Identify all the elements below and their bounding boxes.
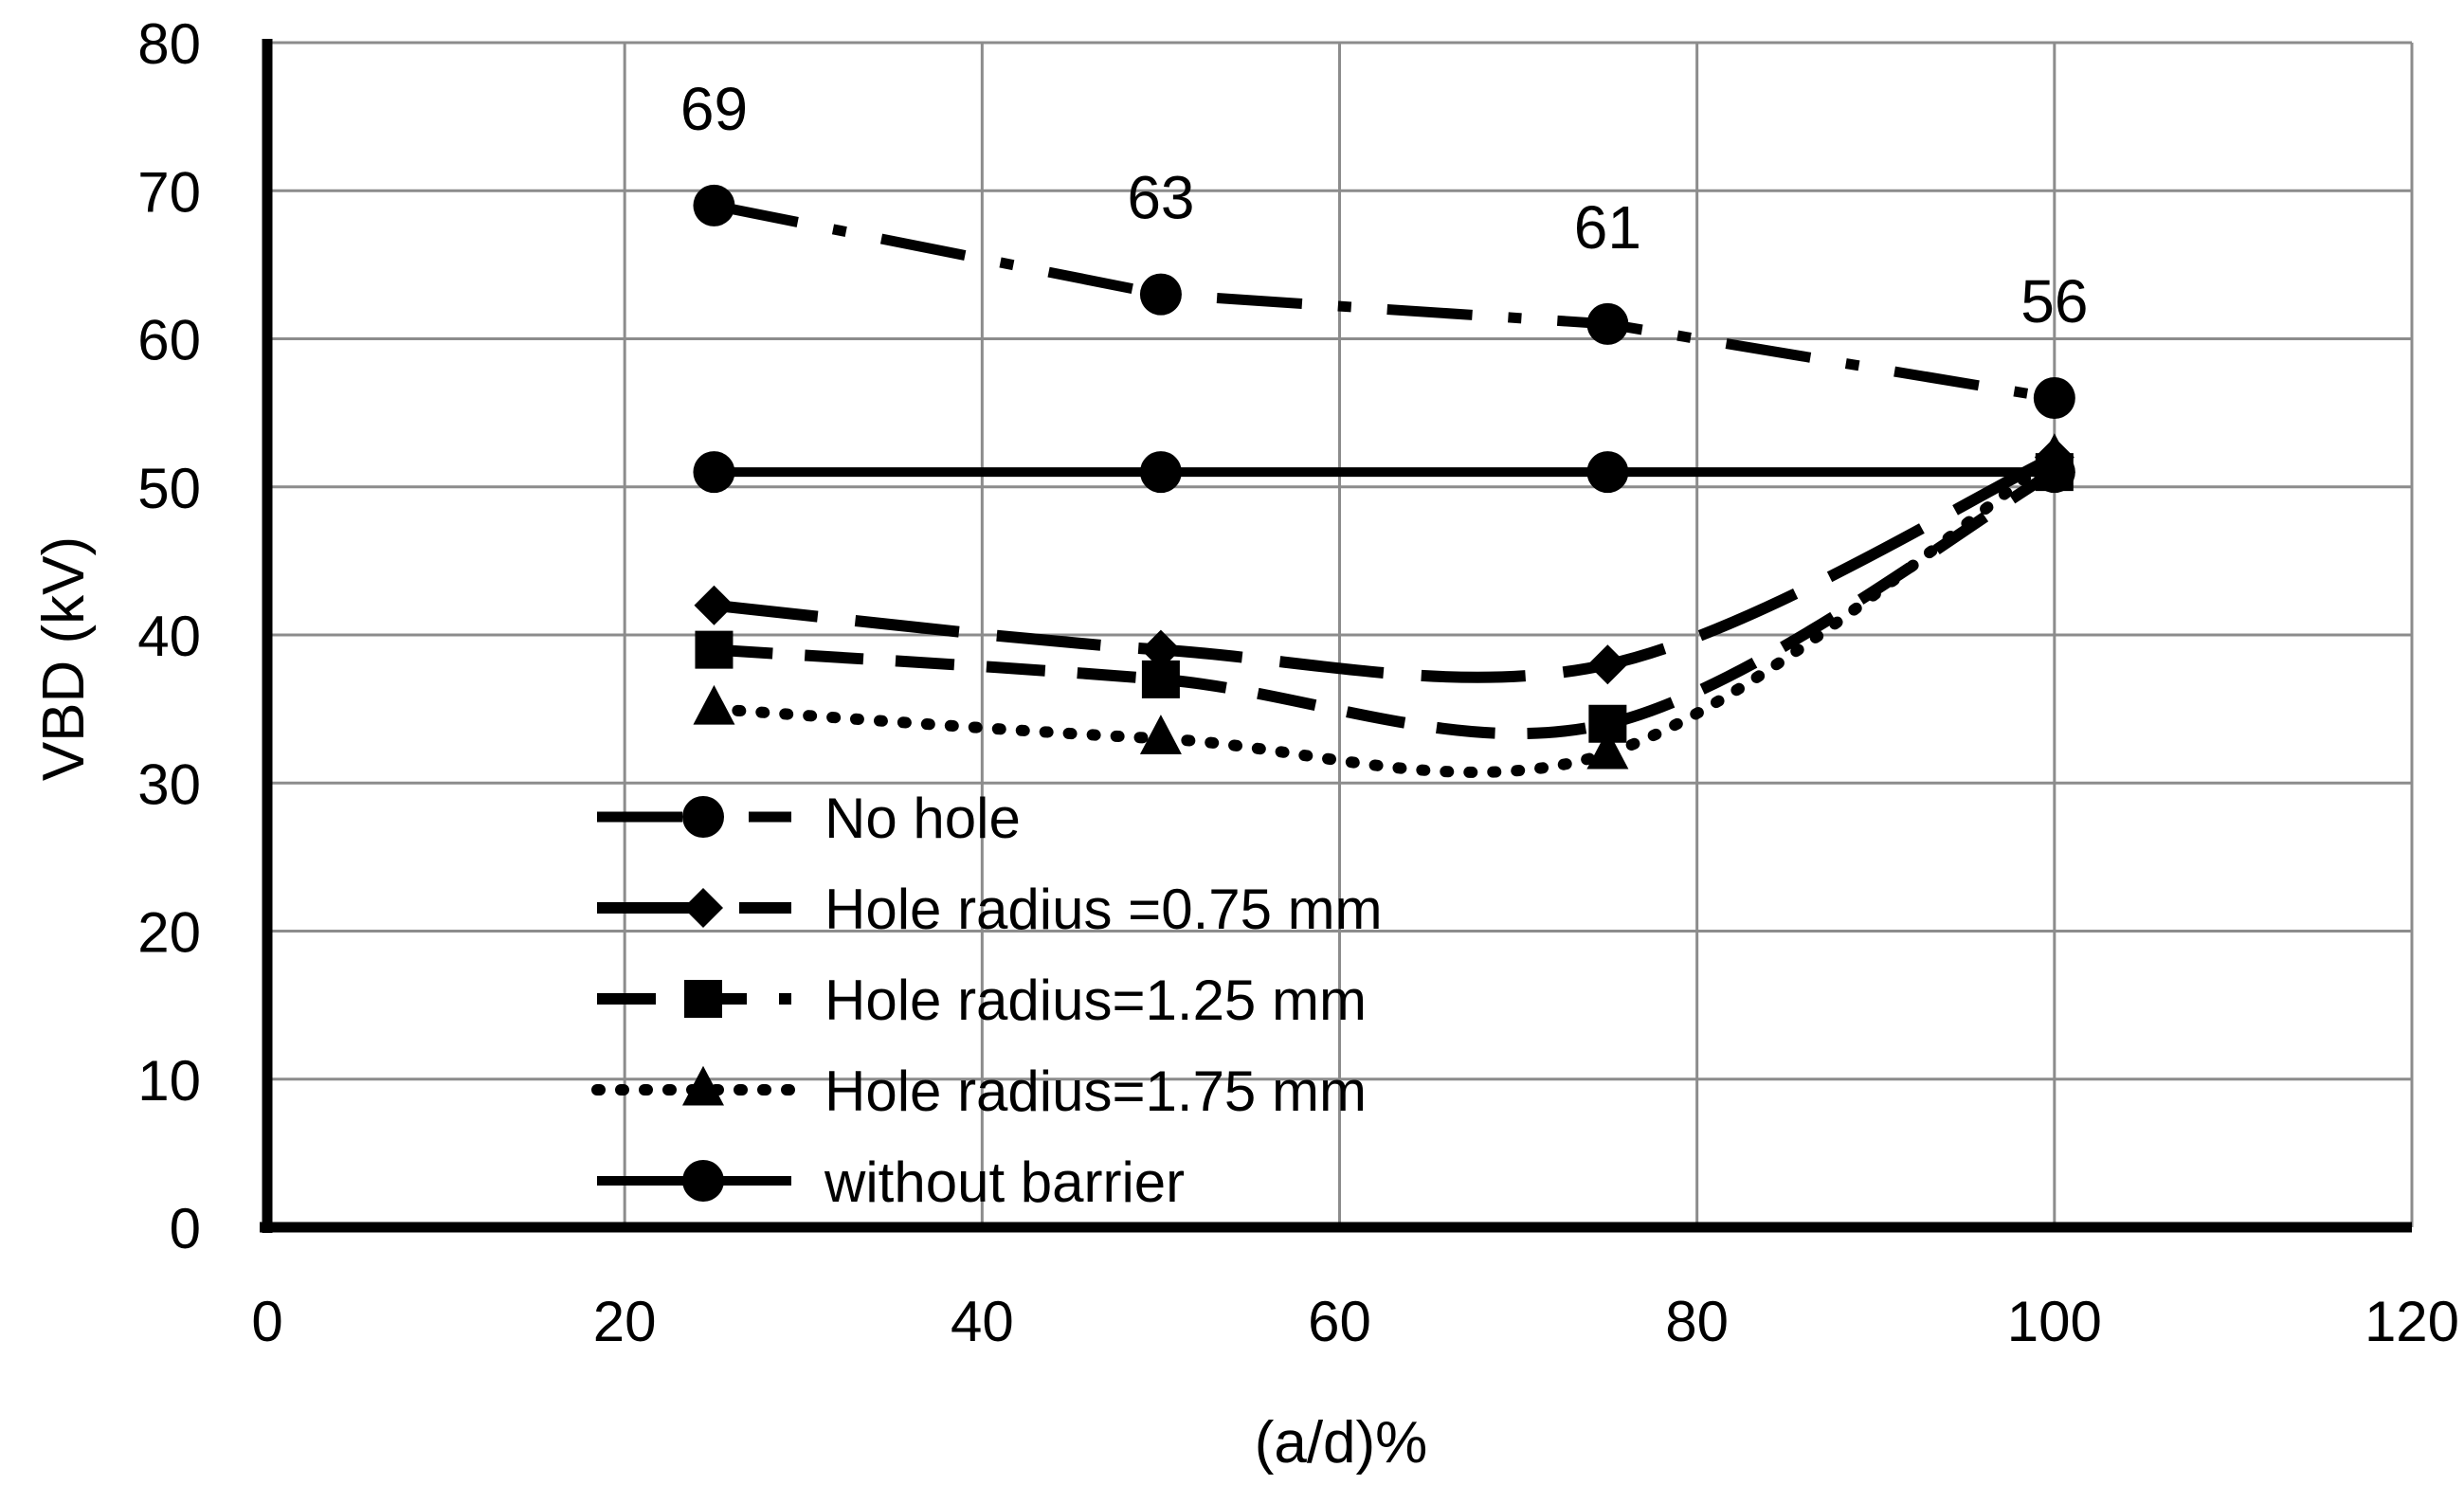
y-tick-label: 50	[137, 457, 201, 520]
data-label: 69	[680, 75, 748, 143]
series-3-point	[695, 630, 734, 669]
data-labels: 69 63 61 56	[680, 75, 2089, 335]
legend-marker-2	[683, 888, 723, 928]
legend-marker-1	[682, 796, 724, 838]
x-tick-label: 40	[951, 1290, 1014, 1353]
legend-label-2: Hole radius =0.75 mm	[824, 878, 1383, 941]
x-tick-label: 0	[251, 1290, 282, 1353]
axes	[260, 39, 2412, 1233]
series-line-2	[713, 452, 2057, 683]
y-tick-label: 60	[137, 309, 201, 372]
data-label: 61	[1574, 193, 1641, 262]
x-tick-label: 80	[1665, 1290, 1729, 1353]
data-label: 63	[1127, 164, 1194, 232]
data-label: 56	[2020, 267, 2088, 335]
series-1-point	[2033, 377, 2075, 419]
series-line-1	[713, 200, 2056, 404]
x-tick-label: 20	[593, 1290, 657, 1353]
legend-label-5: without barrier	[824, 1150, 1185, 1214]
legend-label-1: No hole	[824, 787, 1021, 850]
grid	[267, 41, 2414, 1227]
series-4-point	[693, 684, 735, 725]
legend-marker-4	[682, 1065, 724, 1106]
y-tick-label: 30	[137, 752, 201, 816]
y-axis-title: VBD (kV)	[31, 536, 97, 781]
series-line-4	[708, 451, 2060, 778]
x-tick-label: 100	[2007, 1290, 2102, 1353]
series-1-point	[1139, 273, 1182, 316]
series-5-point	[1586, 451, 1629, 494]
x-tick-label: 120	[2364, 1290, 2459, 1353]
x-axis-title: (a/d)%	[1255, 1410, 1428, 1476]
markers-layer	[693, 184, 2075, 770]
y-tick-label: 0	[170, 1197, 201, 1260]
series-4-point	[1139, 715, 1182, 754]
y-tick-label: 20	[137, 901, 201, 965]
y-tick-label: 80	[137, 12, 201, 76]
legend-marker-5	[682, 1160, 724, 1202]
legend-label-4: Hole radius=1.75 mm	[824, 1059, 1367, 1123]
legend-marker-3	[684, 980, 722, 1018]
y-tick-label: 40	[137, 605, 201, 668]
series-1-point	[693, 184, 735, 226]
series-5-point	[693, 451, 735, 494]
series-2-point	[1587, 644, 1628, 685]
y-tick-label: 70	[137, 160, 201, 224]
series-1-point	[1586, 302, 1629, 345]
series-4-point	[1586, 729, 1629, 770]
x-tick-label: 60	[1308, 1290, 1371, 1353]
tick-labels: 0 10 20 30 40 50 60 70 80 0 20 40 60 80 100 120	[137, 12, 2459, 1353]
series-5-point	[2033, 451, 2075, 494]
series-layer	[708, 200, 2060, 778]
series-2-point	[1140, 629, 1181, 670]
y-tick-label: 10	[137, 1049, 201, 1113]
series-2-point	[694, 585, 734, 625]
series-5-point	[1139, 451, 1182, 494]
series-3-point	[1141, 660, 1180, 698]
legend-label-3: Hole radius=1.25 mm	[824, 969, 1367, 1032]
legend: No hole Hole radius =0.75 mm Hole radius=1…	[591, 787, 1383, 1214]
